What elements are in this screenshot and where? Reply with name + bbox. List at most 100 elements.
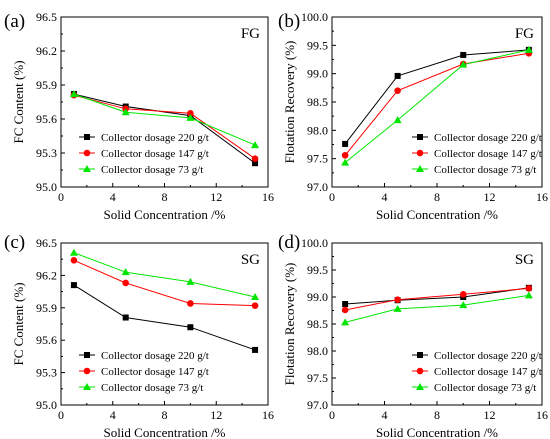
- x-tick-label: 16: [536, 190, 548, 204]
- y-axis-label: FC Content (%): [11, 60, 26, 143]
- y-tick-label: 95.9: [36, 301, 57, 315]
- legend-marker: [83, 165, 91, 172]
- y-tick-label: 98.0: [307, 344, 328, 358]
- legend-label: Collector dosage 73 g/t: [434, 164, 536, 176]
- y-axis-label: Flotation Recovery (%): [282, 263, 297, 386]
- y-tick-label: 96.5: [36, 10, 57, 24]
- plot-frame: [60, 16, 269, 188]
- legend: Collector dosage 220 g/t Collector dosage…: [79, 132, 209, 176]
- plot-frame: [331, 16, 543, 188]
- data-point: [394, 72, 401, 79]
- x-tick-label: 12: [210, 408, 222, 422]
- y-tick-label: 98.0: [307, 123, 328, 137]
- data-point: [459, 60, 468, 68]
- data-point: [69, 248, 78, 256]
- data-point: [121, 108, 130, 116]
- data-point: [341, 151, 349, 159]
- data-point: [342, 140, 349, 147]
- x-tick-label: 16: [262, 190, 274, 204]
- legend-marker: [416, 367, 424, 375]
- data-point: [186, 113, 195, 121]
- y-tick-label: 96.2: [36, 268, 57, 282]
- y-tick-label: 97.0: [307, 180, 328, 194]
- x-tick-label: 12: [484, 408, 496, 422]
- series-1: [70, 282, 259, 353]
- y-tick-label: 99.0: [307, 290, 328, 304]
- series-line: [344, 52, 529, 156]
- data-point: [251, 141, 260, 149]
- data-point: [122, 279, 129, 287]
- plot-frame: [60, 242, 269, 406]
- y-tick-label: 97.5: [307, 152, 328, 166]
- legend-label: Collector dosage 147 g/t: [101, 366, 209, 378]
- y-tick-label: 98.5: [307, 317, 328, 331]
- data-point: [394, 87, 401, 94]
- data-point: [251, 302, 259, 309]
- plot-frame: [331, 242, 543, 406]
- x-tick-label: 12: [210, 190, 222, 204]
- legend-marker: [416, 165, 424, 172]
- series-2: [70, 256, 259, 309]
- y-tick-label: 99.5: [307, 263, 328, 277]
- data-point: [341, 306, 349, 314]
- x-tick-label: 4: [382, 408, 388, 422]
- data-point: [394, 296, 401, 304]
- y-tick-label: 95.3: [36, 366, 57, 380]
- series-3: [341, 45, 533, 166]
- legend-label: Collector dosage 73 g/t: [101, 382, 203, 394]
- legend: Collector dosage 220 g/t Collector dosage…: [412, 350, 542, 394]
- legend-marker: [83, 367, 91, 375]
- legend-marker: [416, 149, 424, 157]
- legend-marker: [417, 134, 423, 140]
- series-line: [73, 93, 256, 146]
- panel-tag: FG: [515, 26, 534, 42]
- legend-label: Collector dosage 147 g/t: [101, 148, 209, 160]
- x-axis-label: Solid Concentration /%: [376, 207, 498, 222]
- legend-label: Collector dosage 220 g/t: [101, 132, 209, 144]
- y-tick-label: 95.9: [36, 78, 57, 92]
- legend: Collector dosage 220 g/t Collector dosage…: [412, 132, 542, 176]
- y-tick-label: 97.5: [307, 371, 328, 385]
- legend-label: Collector dosage 220 g/t: [434, 132, 542, 144]
- y-tick-label: 95.6: [36, 333, 57, 347]
- data-point: [524, 291, 533, 299]
- panel-tag: SG: [241, 252, 260, 268]
- data-point: [69, 90, 78, 98]
- chart-panel-4: 0 4 8 12 16 97.0 97.5 98.0 98.5 99.0 99.5 100.0 Soli…: [278, 232, 548, 439]
- series-2: [341, 285, 533, 314]
- data-point: [393, 304, 402, 312]
- data-point: [186, 277, 195, 285]
- data-point: [459, 301, 468, 309]
- legend-marker: [84, 352, 90, 358]
- series-line: [345, 287, 529, 305]
- y-tick-label: 100.0: [301, 10, 328, 24]
- data-point: [187, 110, 194, 117]
- x-tick-label: 8: [162, 408, 168, 422]
- y-tick-label: 97.0: [307, 398, 328, 412]
- y-axis-label: Flotation Recovery (%): [282, 41, 297, 164]
- data-point: [187, 324, 194, 331]
- x-tick-label: 16: [262, 408, 274, 422]
- x-axis-label: Solid Concentration /%: [103, 425, 225, 439]
- series-3: [341, 291, 533, 326]
- legend: Collector dosage 220 g/t Collector dosage…: [79, 350, 209, 394]
- data-point: [70, 256, 78, 264]
- panel-tag: SG: [515, 252, 534, 268]
- x-tick-label: 0: [58, 190, 64, 204]
- data-point: [460, 51, 467, 58]
- data-point: [252, 160, 259, 167]
- panel-label: (d): [278, 232, 300, 253]
- chart-panel-3: 0 4 8 12 16 95.0 95.3 95.6 95.9 96.2 96.5 Solid Con…: [4, 232, 274, 439]
- y-tick-label: 95.0: [36, 180, 57, 194]
- y-tick-label: 96.5: [36, 236, 57, 250]
- series-line: [344, 49, 530, 163]
- legend-label: Collector dosage 147 g/t: [434, 366, 542, 378]
- data-point: [121, 268, 130, 276]
- x-tick-label: 4: [110, 190, 116, 204]
- y-tick-label: 95.6: [36, 112, 57, 126]
- y-tick-label: 95.3: [36, 146, 57, 160]
- legend-label: Collector dosage 220 g/t: [434, 350, 542, 362]
- data-point: [187, 300, 194, 307]
- x-tick-label: 8: [162, 190, 168, 204]
- legend-marker: [416, 383, 424, 390]
